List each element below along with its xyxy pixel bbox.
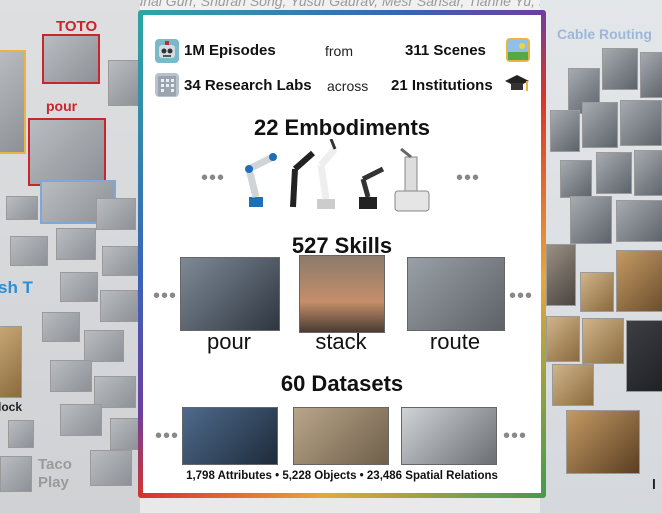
dataset-image-3 xyxy=(401,407,497,465)
collage-thumb xyxy=(56,228,96,260)
skill-stack-image xyxy=(299,255,385,333)
embodiments-title: 22 Embodiments xyxy=(253,115,431,140)
cable-thumb xyxy=(570,196,612,244)
skill-route-caption: route xyxy=(429,329,481,354)
kitchen-thumb xyxy=(546,244,576,306)
cable-routing-label: Cable Routing xyxy=(557,26,652,42)
labs-stat: 34 Research Labs xyxy=(184,77,312,94)
kitchen-thumb xyxy=(582,318,624,364)
left-collage: TOTO pour sh T lock Taco Play xyxy=(0,0,140,513)
collage-thumb xyxy=(90,450,132,486)
block-thumb xyxy=(0,326,22,398)
collage-thumb xyxy=(102,246,138,276)
collage-thumb xyxy=(0,50,26,154)
cable-thumb xyxy=(620,100,662,146)
building-icon xyxy=(155,73,179,97)
cable-thumb xyxy=(582,102,618,148)
taco-label: Taco xyxy=(38,456,72,473)
summary-panel: 1M Episodes from 311 Scenes 34 Research … xyxy=(143,15,541,493)
collage-thumb xyxy=(108,60,140,106)
kitchen-thumb xyxy=(616,250,662,312)
skill-stack-caption: stack xyxy=(315,329,367,354)
taco-thumb xyxy=(0,456,32,492)
skill-route-image xyxy=(407,257,505,331)
robot-icon xyxy=(155,39,179,63)
play-label: Play xyxy=(38,474,69,491)
from-text: from xyxy=(325,43,353,59)
author-text: Vuong, Tete Zhang, Kunal Gurr, Shuran So… xyxy=(0,0,571,9)
ur-arm-icon xyxy=(245,153,277,207)
cable-thumb xyxy=(602,48,638,90)
collage-thumb xyxy=(6,196,38,220)
cable-thumb xyxy=(616,200,662,242)
cable-thumb xyxy=(640,52,662,98)
embodiments-right-ellipsis: ••• xyxy=(456,167,481,189)
collage-thumb xyxy=(60,272,98,302)
right-edge-label: l xyxy=(652,476,656,492)
kitchen-thumb xyxy=(552,364,594,406)
kitchen-thumb xyxy=(580,272,614,312)
embodiments-left-ellipsis: ••• xyxy=(201,167,226,189)
skills-title: 527 Skills xyxy=(291,233,393,258)
kitchen-thumb xyxy=(546,316,580,362)
collage-thumb xyxy=(60,404,102,436)
datasets-right-ellipsis: ••• xyxy=(503,425,528,447)
scenes-stat: 311 Scenes xyxy=(405,42,486,59)
block-label: lock xyxy=(0,400,23,414)
mobile-robot-icon xyxy=(394,147,430,212)
collage-thumb xyxy=(10,236,48,266)
summary-frame: 1M Episodes from 311 Scenes 34 Research … xyxy=(138,10,546,498)
cable-thumb xyxy=(634,150,662,196)
collage-thumb xyxy=(100,290,138,322)
right-collage: Cable Routing l xyxy=(540,0,662,513)
cable-thumb xyxy=(560,160,592,198)
franka-arm-icon xyxy=(317,139,338,209)
stats-bottom-line: 1,798 Attributes • 5,228 Objects • 23,48… xyxy=(186,470,498,482)
collage-thumb xyxy=(8,420,34,448)
toto-thumb xyxy=(42,34,100,84)
push-t-label: sh T xyxy=(0,278,33,297)
datasets-title: 60 Datasets xyxy=(280,371,404,396)
kinova-arm-icon xyxy=(290,150,315,208)
collage-thumb xyxy=(50,360,92,392)
collage-thumb xyxy=(94,376,136,408)
episodes-stat: 1M Episodes xyxy=(184,42,276,59)
widowx-arm-icon xyxy=(359,166,385,209)
institutions-stat: 21 Institutions xyxy=(391,77,493,94)
cable-thumb xyxy=(550,110,580,152)
skill-pour-caption: pour xyxy=(206,329,252,354)
pour-thumb xyxy=(28,118,106,186)
datasets-left-ellipsis: ••• xyxy=(155,425,180,447)
skill-pour-image xyxy=(180,257,280,331)
dataset-image-2 xyxy=(293,407,389,465)
dataset-image-1 xyxy=(182,407,278,465)
kitchen-thumb xyxy=(626,320,662,392)
skills-left-ellipsis: ••• xyxy=(153,285,178,307)
collage-thumb xyxy=(110,418,140,450)
kitchen-thumb xyxy=(566,410,640,474)
collage-thumb xyxy=(42,312,80,342)
graduation-cap-icon xyxy=(504,71,529,95)
pour-label: pour xyxy=(46,98,78,114)
across-text: across xyxy=(327,78,369,94)
skills-right-ellipsis: ••• xyxy=(509,285,534,307)
collage-thumb xyxy=(84,330,124,362)
robot-arms-illustration xyxy=(245,139,430,212)
picture-icon xyxy=(506,38,530,62)
collage-thumb xyxy=(96,198,136,230)
cable-thumb xyxy=(596,152,632,194)
toto-label: TOTO xyxy=(56,18,98,35)
